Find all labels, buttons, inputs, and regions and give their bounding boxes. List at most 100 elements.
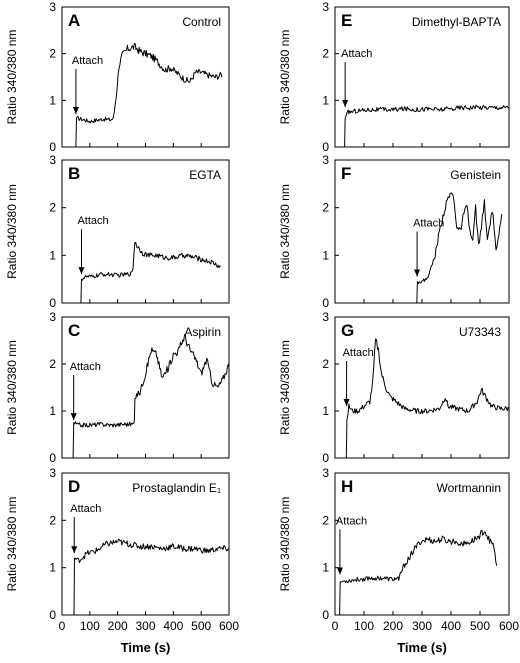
attach-label: Attach: [72, 55, 103, 67]
attach-label: Attach: [77, 215, 108, 227]
y-tick-label: 0: [322, 608, 329, 622]
y-tick-label: 1: [49, 248, 56, 262]
y-tick-label: 2: [49, 513, 56, 527]
panel-g: 0 1 2 3 Ratio 340/380 nm G U73343 Attach: [278, 310, 510, 465]
y-axis-label: Ratio 340/380 nm: [5, 497, 19, 592]
y-axis-label: Ratio 340/380 nm: [278, 497, 292, 592]
attach-arrowhead: [342, 100, 349, 107]
x-tick-label: 100: [80, 619, 100, 633]
y-tick-label: 3: [49, 310, 56, 324]
y-tick-label: 3: [322, 466, 329, 480]
panel-label: A: [68, 11, 80, 30]
attach-arrowhead: [414, 269, 421, 277]
series-line: [80, 242, 221, 304]
y-tick-label: 0: [49, 140, 56, 154]
panel-title: Prostaglandin E₁: [132, 481, 221, 495]
x-tick-label: 200: [383, 619, 403, 633]
y-tick-label: 3: [322, 153, 329, 167]
panel-title: U73343: [459, 325, 501, 339]
attach-label: Attach: [70, 503, 101, 515]
attach-label: Attach: [413, 218, 444, 230]
attach-label: Attach: [70, 361, 101, 373]
attach-label: Attach: [343, 347, 374, 359]
x-tick-label: 200: [108, 619, 128, 633]
panel-title: Dimethyl-BAPTA: [412, 15, 501, 29]
x-tick-label: 600: [219, 619, 239, 633]
y-tick-label: 2: [49, 47, 56, 61]
panel-b: 0 1 2 3 Ratio 340/380 nm B EGTA Attach: [5, 153, 230, 310]
y-axis-label: Ratio 340/380 nm: [278, 30, 292, 125]
series-line: [416, 192, 503, 304]
x-tick-label: 300: [412, 619, 432, 633]
panel-a: 0 1 2 3 Ratio 340/380 nm A Control Attach: [5, 0, 230, 154]
panel-e: 0 1 2 3 Ratio 340/380 nm E Dimethyl-BAPTA Attac…: [278, 0, 510, 154]
y-tick-label: 1: [322, 93, 329, 107]
y-tick-label: 0: [49, 608, 56, 622]
x-tick-label: 0: [332, 619, 339, 633]
x-tick-label: 500: [470, 619, 490, 633]
y-tick-label: 3: [49, 0, 56, 14]
series-line: [344, 104, 510, 148]
y-axis-label: Ratio 340/380 nm: [5, 340, 19, 435]
y-tick-label: 3: [322, 0, 329, 14]
y-axis-label: Ratio 340/380 nm: [5, 184, 19, 279]
attach-arrowhead: [78, 267, 85, 275]
panel-title: EGTA: [189, 168, 221, 182]
y-tick-label: 1: [49, 404, 56, 418]
panel-label: C: [68, 321, 80, 340]
attach-arrowhead: [71, 546, 78, 554]
x-axis-label: Time (s): [397, 640, 447, 655]
y-tick-label: 2: [49, 357, 56, 371]
y-axis-label: Ratio 340/380 nm: [278, 184, 292, 279]
y-tick-label: 0: [49, 296, 56, 310]
y-tick-label: 1: [322, 561, 329, 575]
panel-c: 0 1 2 3 Ratio 340/380 nm C Aspirin Attach: [5, 310, 230, 465]
attach-arrowhead: [336, 567, 343, 575]
panel-label: D: [68, 477, 80, 496]
panel-h: 0 1 2 3 0 100 200 300 400 500 600 Ratio 340/380 nm H…: [278, 466, 519, 633]
panel-title: Aspirin: [184, 325, 221, 339]
panel-title: Control: [182, 15, 221, 29]
y-tick-label: 2: [322, 357, 329, 371]
y-tick-label: 2: [49, 201, 56, 215]
x-tick-label: 600: [499, 619, 519, 633]
y-tick-label: 0: [322, 451, 329, 465]
panel-d: 0 1 2 3 0 100 200 300 400 500 600 Ratio 340/380 nm D…: [5, 466, 239, 633]
x-tick-label: 300: [135, 619, 155, 633]
attach-arrowhead: [343, 399, 350, 406]
series-line: [345, 338, 510, 459]
y-tick-label: 1: [49, 561, 56, 575]
x-tick-label: 400: [163, 619, 183, 633]
panel-label: G: [341, 321, 354, 340]
x-tick-label: 400: [441, 619, 461, 633]
attach-arrowhead: [70, 413, 77, 421]
panel-title: Wortmannin: [437, 481, 501, 495]
y-tick-label: 1: [322, 248, 329, 262]
x-tick-label: 0: [59, 619, 66, 633]
panel-label: F: [341, 164, 351, 183]
y-tick-label: 2: [322, 201, 329, 215]
y-tick-label: 3: [49, 153, 56, 167]
attach-label: Attach: [341, 48, 372, 60]
panel-f: 0 1 2 3 Ratio 340/380 nm F Genistein Attach: [278, 153, 510, 310]
y-tick-label: 1: [322, 404, 329, 418]
attach-label: Attach: [336, 516, 367, 528]
x-tick-label: 100: [354, 619, 374, 633]
attach-arrowhead: [72, 107, 79, 114]
panel-label: B: [68, 164, 80, 183]
y-tick-label: 0: [322, 296, 329, 310]
y-axis-label: Ratio 340/380 nm: [278, 340, 292, 435]
panel-label: H: [341, 477, 353, 496]
panel-label: E: [341, 11, 352, 30]
x-axis-label: Time (s): [121, 640, 171, 655]
y-tick-label: 0: [322, 140, 329, 154]
y-tick-label: 3: [322, 310, 329, 324]
y-tick-label: 2: [322, 513, 329, 527]
series-line: [75, 43, 223, 148]
y-axis-label: Ratio 340/380 nm: [5, 30, 19, 125]
series-line: [339, 529, 498, 616]
series-line: [72, 334, 230, 459]
y-tick-label: 3: [49, 466, 56, 480]
x-tick-label: 500: [191, 619, 211, 633]
